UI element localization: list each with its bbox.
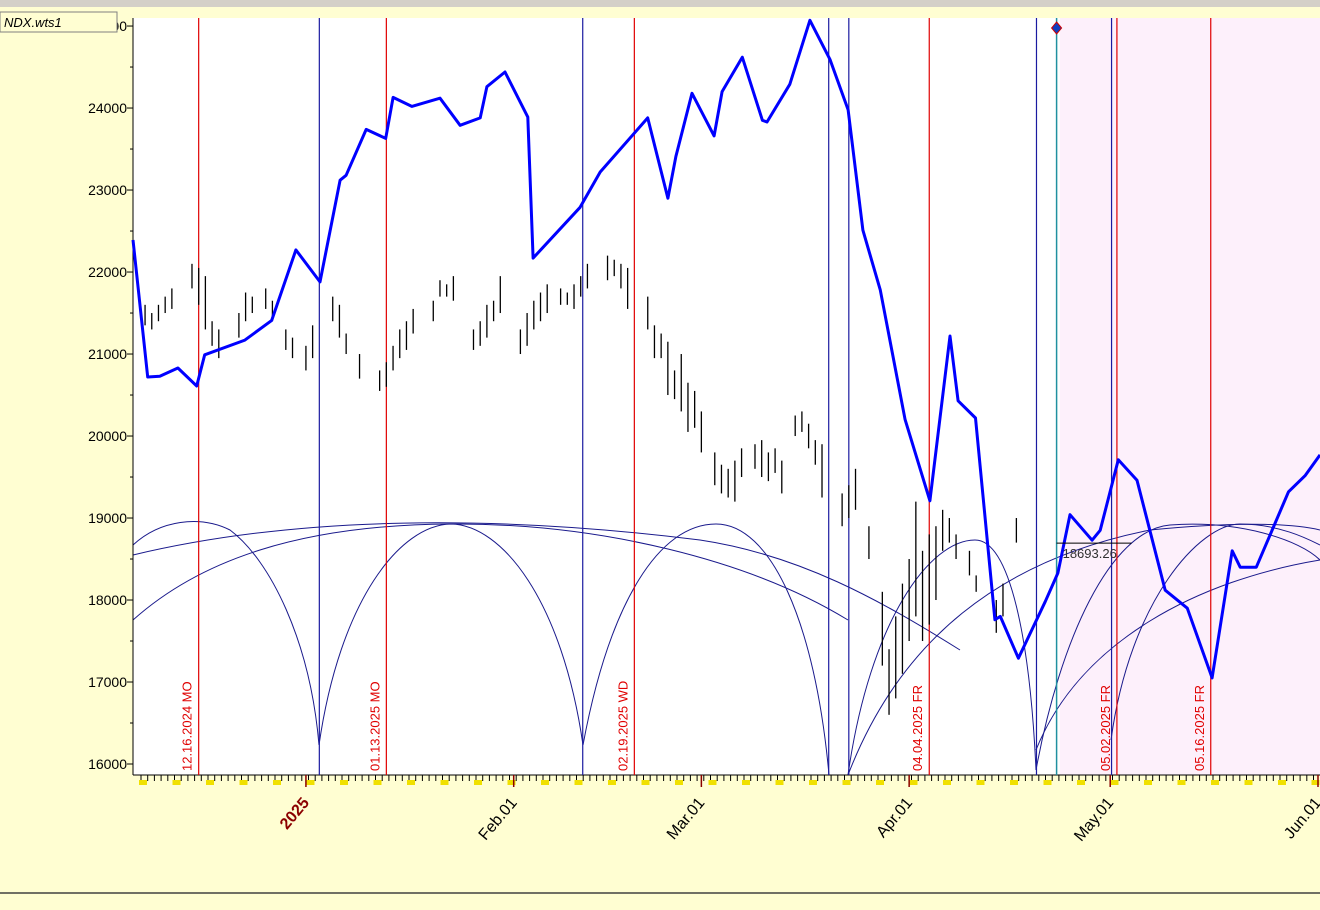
x-marker xyxy=(1177,780,1186,785)
x-marker xyxy=(507,780,516,785)
x-marker xyxy=(407,780,415,785)
x-marker xyxy=(340,780,348,785)
x-marker xyxy=(440,780,449,785)
y-tick-label: 16000 xyxy=(88,756,127,772)
cursor-value-label: 18693.26 xyxy=(1063,546,1117,561)
x-marker xyxy=(1077,780,1085,785)
red-line-label: 05.02.2025 FR xyxy=(1098,685,1113,771)
y-tick-label: 22000 xyxy=(88,264,127,280)
x-marker xyxy=(675,780,683,785)
x-marker xyxy=(708,780,717,785)
arc xyxy=(132,523,849,621)
arc xyxy=(847,539,1037,776)
x-marker xyxy=(1311,780,1320,785)
red-line-label: 02.19.2025 WD xyxy=(615,681,630,771)
x-marker xyxy=(976,780,985,785)
arc xyxy=(1110,523,1320,741)
toolbar xyxy=(0,0,1320,7)
x-marker xyxy=(306,780,315,785)
y-tick-label: 18000 xyxy=(88,592,127,608)
x-marker xyxy=(273,780,281,785)
x-marker xyxy=(1278,780,1286,785)
x-marker xyxy=(809,780,817,785)
y-tick-label: 20000 xyxy=(88,428,127,444)
x-marker xyxy=(474,780,482,785)
x-marker xyxy=(139,780,147,785)
x-marker xyxy=(172,780,181,785)
x-marker xyxy=(1043,780,1052,785)
series-label: NDX.wts1 xyxy=(4,15,62,30)
x-marker xyxy=(206,780,214,785)
x-marker xyxy=(373,780,382,785)
x-marker xyxy=(909,780,918,785)
x-marker xyxy=(1010,780,1018,785)
red-line-label: 01.13.2025 MO xyxy=(367,681,382,771)
cursor-diamond xyxy=(1050,21,1063,35)
arc xyxy=(132,522,961,651)
x-marker xyxy=(775,780,784,785)
arc xyxy=(1035,559,1320,751)
y-tick-label: 21000 xyxy=(88,346,127,362)
red-line-label: 12.16.2024 MO xyxy=(180,681,195,771)
x-marker xyxy=(574,780,583,785)
arc xyxy=(582,523,830,776)
y-tick-label: 24000 xyxy=(88,100,127,116)
x-marker xyxy=(1144,780,1152,785)
price-line xyxy=(131,18,1320,680)
x-marker xyxy=(842,780,851,785)
x-marker xyxy=(608,780,616,785)
shaded-region xyxy=(1059,18,1320,775)
y-tick-label: 19000 xyxy=(88,510,127,526)
x-marker xyxy=(742,780,750,785)
x-marker xyxy=(239,780,248,785)
arc xyxy=(132,521,320,746)
red-line-label: 04.04.2025 FR xyxy=(910,685,925,771)
cycle-arcs xyxy=(132,521,1320,776)
x-marker xyxy=(876,780,884,785)
y-tick-label: 17000 xyxy=(88,674,127,690)
red-line-label: 05.16.2025 FR xyxy=(1192,685,1207,771)
x-marker xyxy=(1211,780,1219,785)
x-marker xyxy=(1244,780,1253,785)
series-label-box xyxy=(0,11,118,33)
arc xyxy=(1035,523,1320,771)
x-marker xyxy=(641,780,650,785)
x-marker xyxy=(943,780,951,785)
x-marker xyxy=(541,780,549,785)
x-marker xyxy=(1110,780,1119,785)
y-tick-label: 23000 xyxy=(88,182,127,198)
